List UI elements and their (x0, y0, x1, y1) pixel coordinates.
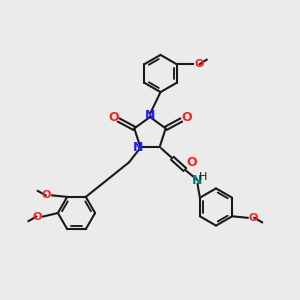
Text: O: O (194, 59, 204, 69)
Text: O: O (108, 110, 119, 124)
Text: H: H (199, 172, 207, 182)
Text: O: O (42, 190, 51, 200)
Text: O: O (32, 212, 42, 222)
Text: N: N (192, 174, 203, 187)
Text: N: N (133, 141, 144, 154)
Text: O: O (249, 213, 258, 223)
Text: N: N (145, 109, 155, 122)
Text: O: O (181, 110, 192, 124)
Text: O: O (186, 157, 197, 169)
